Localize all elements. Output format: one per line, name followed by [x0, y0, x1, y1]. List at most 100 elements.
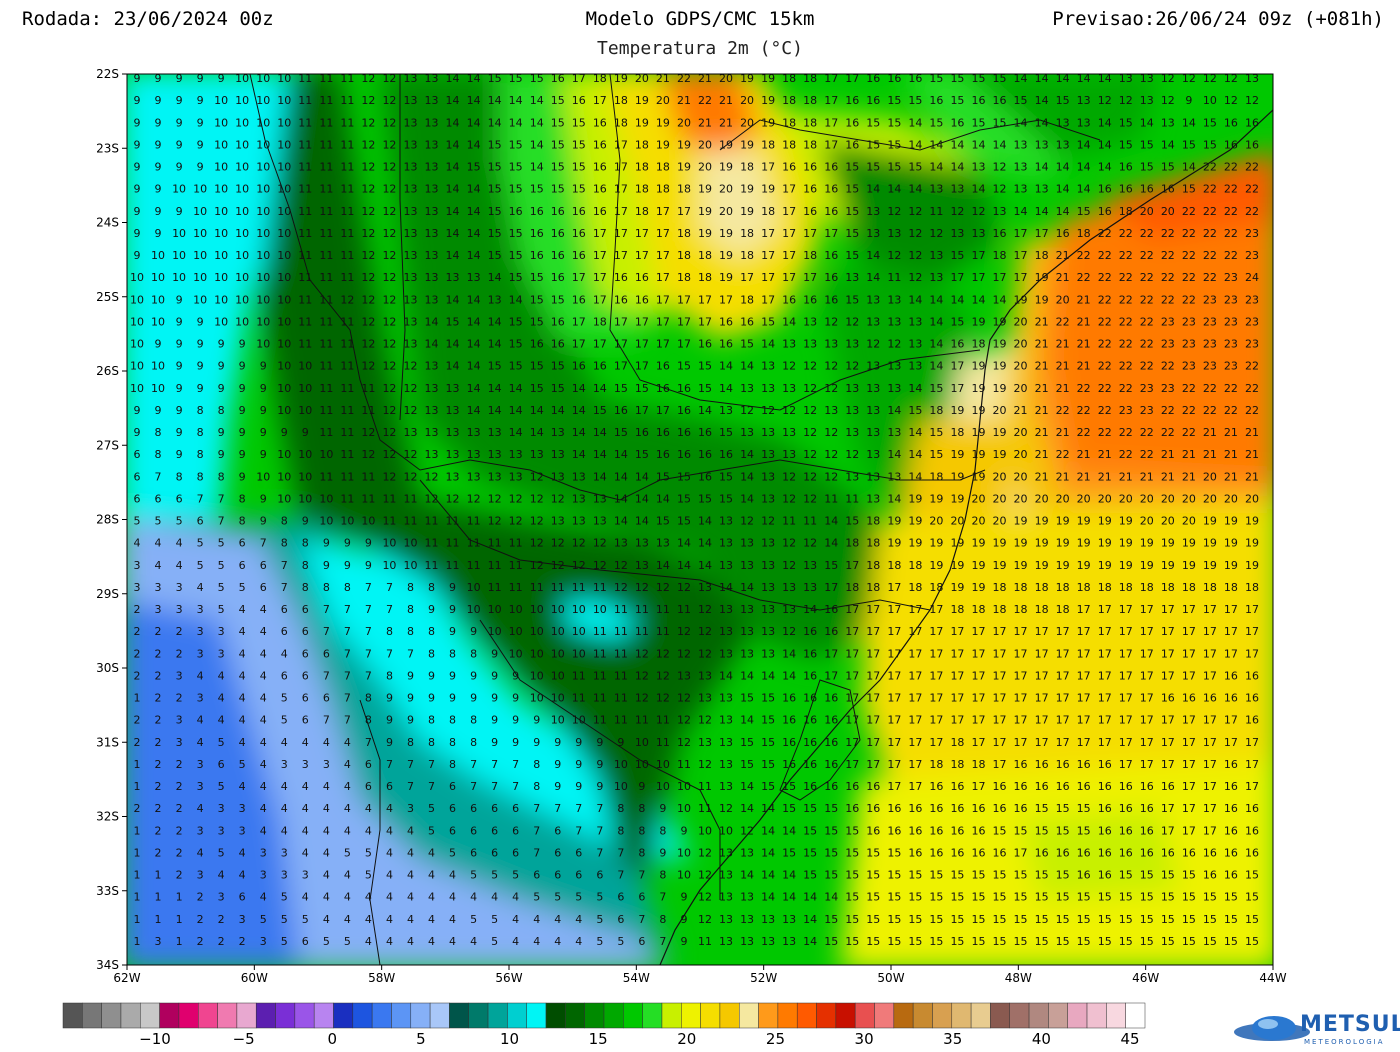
temperature-field: 9 9 9 9 9 10 10 10 11 11 11 12 12 13 13 14 14 15 15 15 16 17 1… — [127, 72, 1273, 965]
grid-value-row: 9 9 9 9 10 10 10 10 11 11 11 12 12 13 13 14 14 14 14 14 15 15… — [134, 116, 1259, 129]
lat-tick-label: 30S — [96, 661, 119, 675]
colorbar-swatch — [1028, 1002, 1049, 1029]
colorbar-tick-label: 20 — [677, 1030, 696, 1048]
colorbar-swatch — [352, 1002, 373, 1029]
grid-value-row: 6 6 6 7 7 8 9 10 10 10 11 11 11 11 12 12 12 12 12 12 12 13 13 1… — [134, 492, 1259, 505]
lat-tick-label: 22S — [96, 67, 119, 81]
lon-tick-label: 44W — [1259, 971, 1286, 985]
grid-value-row: 10 10 10 10 10 10 10 10 11 11 11 12 12 13 13 13 13 14 15 15… — [130, 271, 1259, 284]
lat-tick-label: 26S — [96, 364, 119, 378]
grid-value-row: 9 10 10 10 10 10 10 10 11 11 11 12 12 13 13 14 14 15 15 16 1… — [134, 249, 1259, 262]
colorbar-tick-label: 5 — [416, 1030, 426, 1048]
lon-tick-label: 52W — [750, 971, 777, 985]
model-title: Modelo GDPS/CMC 15km — [585, 8, 815, 30]
logo-name: METSUL — [1300, 1012, 1400, 1037]
colorbar-swatch — [584, 1002, 605, 1029]
grid-value-row: 2 2 3 4 4 4 4 6 6 7 7 7 8 9 9 9 9 9 9 10 10 11 11 11 12 12 13 13 14 1… — [134, 669, 1259, 682]
grid-value-row: 1 1 1 2 3 6 4 5 4 4 4 4 4 4 4 4 4 4 4 5 5 5 5 6 6 7 9 12 13 13 14 14 14 1… — [134, 891, 1259, 904]
colorbar-swatch — [623, 1002, 643, 1029]
grid-value-row: 4 4 4 5 5 6 7 8 8 9 9 9 10 10 11 11 11 11 11 12 12 12 12 13 13 13… — [134, 537, 1259, 550]
grid-value-row: 1 2 2 3 6 5 4 3 3 3 4 6 7 7 7 8 7 7 7 8 9 9 9 10 10 10 11 12 13 15 15 1… — [134, 758, 1259, 771]
lon-tick-label: 48W — [1005, 971, 1032, 985]
grid-value-row: 2 3 3 3 5 4 4 6 6 7 7 7 7 8 9 9 10 10 10 10 10 10 10 11 11 11 11 12… — [134, 603, 1259, 616]
colorbar-swatch — [487, 1002, 508, 1029]
colorbar-swatch — [777, 1002, 798, 1029]
colorbar-swatch — [371, 1002, 392, 1029]
grid-value-row: 1 1 1 2 2 3 5 5 5 4 4 4 4 4 4 4 5 5 4 4 4 4 5 6 7 8 9 12 13 13 13 13 14 1… — [134, 913, 1259, 926]
colorbar-swatch — [236, 1002, 257, 1029]
colorbar-tick-label: 15 — [589, 1030, 608, 1048]
grid-value-row: 10 9 9 9 9 9 10 10 11 11 11 12 12 13 14 14 14 14 15 16 16 17 1… — [130, 338, 1259, 351]
colorbar-swatch — [1009, 1002, 1030, 1029]
longitude-axis: 62W 60W 58W 56W 54W 52W 50W 48W 46W 44W — [113, 965, 1287, 985]
colorbar-swatch — [294, 1002, 315, 1029]
temperature-grid-values: 9 9 9 9 9 10 10 10 11 11 11 12 12 13 13 14 14 15 15 15 16 17 1… — [130, 72, 1259, 948]
colorbar-tick-label: 45 — [1120, 1030, 1139, 1048]
lon-tick-label: 62W — [113, 971, 140, 985]
lat-tick-label: 34S — [96, 958, 119, 972]
grid-value-row: 9 9 9 9 9 10 10 10 11 11 11 12 12 13 13 14 14 15 15 15 16 17 1… — [134, 72, 1259, 85]
grid-value-row: 1 2 2 3 5 4 4 4 4 4 4 6 6 7 7 6 7 7 7 8 9 9 9 10 9 10 10 11 13 14 15 15… — [134, 780, 1259, 793]
lon-tick-label: 46W — [1132, 971, 1159, 985]
forecast-time-label: Previsao:26/06/24 09z (+081h) — [1052, 8, 1384, 30]
colorbar-swatch — [681, 1002, 701, 1029]
colorbar-swatch — [429, 1002, 450, 1029]
colorbar-swatch — [796, 1002, 817, 1029]
grid-value-row: 3 3 3 4 5 5 6 7 8 8 8 7 7 8 8 9 10 11 11 11 11 11 11 12 12 12 12 13… — [134, 581, 1259, 594]
lon-tick-label: 58W — [368, 971, 395, 985]
colorbar-swatch — [854, 1002, 875, 1029]
colorbar-tick-label: 10 — [500, 1030, 519, 1048]
grid-value-row: 1 2 2 3 3 3 4 4 4 4 4 4 4 4 5 6 6 6 6 7 6 7 7 8 8 8 9 10 10 12 14 14 15 1… — [134, 824, 1259, 837]
colorbar-swatch — [874, 1002, 895, 1029]
grid-value-row: 9 9 10 10 10 10 10 10 11 11 11 12 12 13 13 14 14 15 15 16 16… — [134, 227, 1259, 240]
colorbar-swatch — [835, 1002, 856, 1029]
colorbar-swatch — [120, 1002, 141, 1029]
colorbar-swatch — [178, 1002, 199, 1029]
colorbar-swatch — [1125, 1002, 1146, 1029]
grid-value-row: 2 2 2 3 3 4 4 6 6 7 7 7 8 8 8 9 9 10 10 10 10 10 11 11 11 11 12 12 1… — [134, 625, 1259, 638]
lat-tick-label: 24S — [96, 216, 119, 230]
colorbar-swatch — [391, 1002, 412, 1029]
colorbar-swatch — [932, 1002, 953, 1029]
grid-value-row: 9 9 9 8 8 9 9 10 10 11 11 11 12 12 13 13 14 14 14 14 14 14 15 1… — [134, 404, 1259, 417]
colorbar-swatch — [893, 1002, 914, 1029]
colorbar-swatch — [816, 1002, 837, 1029]
lon-tick-label: 56W — [495, 971, 522, 985]
colorbar-swatch — [101, 1002, 122, 1029]
colorbar-swatch — [1067, 1002, 1088, 1029]
colorbar-swatch — [468, 1002, 489, 1029]
colorbar-tick-label: −10 — [139, 1030, 171, 1048]
colorbar-swatch — [1086, 1002, 1107, 1029]
colorbar-tick-label: 40 — [1032, 1030, 1051, 1048]
colorbar-swatch — [82, 1002, 102, 1029]
lon-tick-label: 60W — [241, 971, 268, 985]
colorbar-tick-label: 30 — [855, 1030, 874, 1048]
colorbar-swatch — [739, 1002, 759, 1029]
colorbar-swatch — [661, 1002, 682, 1029]
colorbar-labels: −10 −5 0 5 10 15 20 25 30 35 40 45 — [139, 1030, 1139, 1048]
colorbar-swatch — [140, 1002, 160, 1029]
colorbar-swatch — [159, 1002, 180, 1029]
colorbar-swatch — [410, 1002, 431, 1029]
run-time-label: Rodada: 23/06/2024 00z — [22, 8, 274, 30]
colorbar-tick-label: 25 — [766, 1030, 785, 1048]
colorbar-swatch — [603, 1002, 624, 1029]
grid-value-row: 5 5 5 6 7 8 9 8 9 10 10 10 11 11 11 11 11 12 12 12 13 13 13 14 1… — [134, 515, 1259, 528]
grid-value-row: 6 8 9 8 9 9 9 10 10 10 11 12 12 12 13 13 13 13 13 13 13 14 14 1… — [134, 448, 1259, 461]
colorbar-swatch — [700, 1002, 721, 1029]
grid-value-row: 1 2 2 3 4 4 4 5 6 6 7 8 9 9 9 9 9 9 9 10 10 11 11 11 12 12 12 13 13 1… — [134, 692, 1259, 705]
grid-value-row: 3 4 4 5 5 6 6 7 8 9 9 9 10 10 11 11 11 11 11 12 12 12 12 12 13 14… — [134, 559, 1259, 572]
lat-tick-label: 32S — [96, 810, 119, 824]
grid-value-row: 6 7 8 8 8 9 10 10 10 11 11 11 12 12 12 13 13 13 13 12 13 13 14… — [134, 470, 1259, 483]
colorbar-swatch — [951, 1002, 972, 1029]
grid-value-row: 10 10 9 9 9 9 9 10 10 11 11 12 12 12 13 14 14 15 15 15 15 16 1… — [130, 360, 1259, 373]
colorbar-swatch — [333, 1002, 354, 1029]
grid-value-row: 9 9 10 10 10 10 10 10 11 11 11 12 12 13 13 14 14 15 15 15 15… — [134, 183, 1259, 196]
colorbar-tick-label: 0 — [327, 1030, 337, 1048]
lon-tick-label: 54W — [623, 971, 650, 985]
grid-value-row: 9 9 9 9 10 10 10 10 11 11 11 12 12 13 13 14 15 15 15 14 15 15… — [134, 161, 1259, 174]
grid-value-row: 9 9 9 9 10 10 10 10 11 11 11 12 12 13 13 14 14 14 14 14 15 16… — [134, 94, 1259, 107]
colorbar — [62, 1002, 1146, 1029]
grid-value-row: 10 10 9 9 9 9 9 10 10 11 11 11 12 12 13 13 14 14 14 15 15 14 1… — [130, 382, 1259, 395]
